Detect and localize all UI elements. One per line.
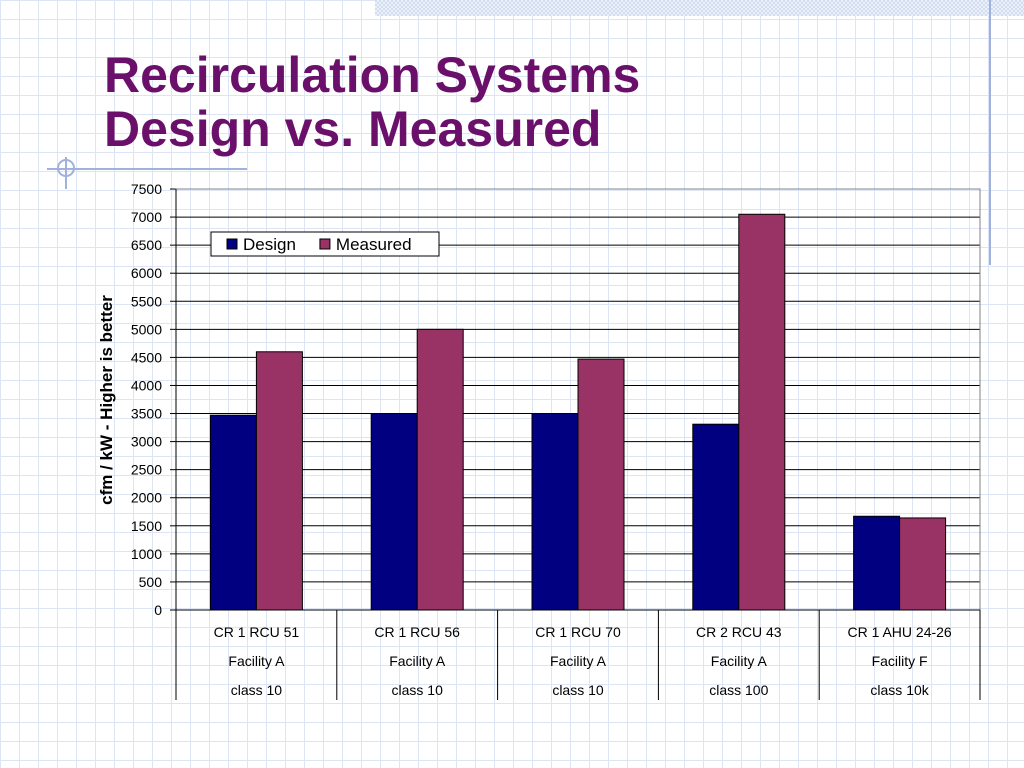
- y-tick-label: 5500: [131, 293, 162, 309]
- category-label: class 10k: [870, 682, 929, 698]
- bar-design: [531, 413, 579, 611]
- category-table: CR 1 RCU 51 Facility A class 10 CR 1 RCU 56…: [175, 610, 981, 700]
- bar-measured: [738, 213, 786, 611]
- y-tick-label: 2500: [131, 462, 162, 478]
- category-label: class 10: [552, 682, 604, 698]
- slide-title: Recirculation Systems Design vs. Measure…: [104, 48, 640, 156]
- bar-measured: [416, 328, 464, 611]
- y-tick-label: 4500: [131, 349, 162, 365]
- bars: [209, 213, 947, 611]
- category-label: class 10: [231, 682, 283, 698]
- category-label: class 100: [709, 682, 768, 698]
- y-tick-label: 6000: [131, 265, 162, 281]
- category-label: CR 1 AHU 24-26: [847, 624, 951, 640]
- category-label: class 10: [392, 682, 444, 698]
- bar-design: [209, 414, 257, 611]
- legend-label: Measured: [336, 235, 412, 254]
- legend-label: Design: [243, 235, 296, 254]
- y-tick-label: 1000: [131, 546, 162, 562]
- bar-design: [692, 423, 740, 611]
- category-label: CR 1 RCU 56: [374, 624, 460, 640]
- slide-title-line-2: Design vs. Measured: [104, 101, 602, 157]
- y-tick-labels: 0 500 1000 1500 2000 2500 3000 3500 4000 4500 5000…: [131, 181, 162, 618]
- bar-design: [853, 515, 901, 611]
- y-tick-label: 6500: [131, 237, 162, 253]
- y-tick-label: 1500: [131, 518, 162, 534]
- legend-swatch: [319, 238, 331, 250]
- category-label: CR 2 RCU 43: [696, 624, 782, 640]
- category-label: Facility F: [872, 653, 928, 669]
- legend-swatch: [226, 238, 238, 250]
- category-label: Facility A: [228, 653, 285, 669]
- y-tick-label: 5000: [131, 321, 162, 337]
- bar-measured: [577, 358, 625, 611]
- legend: Design Measured: [210, 231, 440, 257]
- category-label: CR 1 RCU 51: [214, 624, 300, 640]
- y-tick-label: 7000: [131, 209, 162, 225]
- category-label: Facility A: [550, 653, 607, 669]
- title-underline: [47, 168, 247, 170]
- y-tick-label: 500: [139, 574, 163, 590]
- category-label: CR 1 RCU 70: [535, 624, 621, 640]
- y-tick-label: 3500: [131, 406, 162, 422]
- slide-title-line-1: Recirculation Systems: [104, 47, 641, 103]
- top-decorative-strip: [375, 0, 1024, 16]
- bar-measured: [899, 517, 947, 611]
- category-label: Facility A: [389, 653, 446, 669]
- bar-design: [370, 413, 418, 611]
- bullet-stem-line: [65, 157, 67, 189]
- y-tick-label: 4000: [131, 377, 162, 393]
- y-tick-label: 7500: [131, 181, 162, 197]
- y-tick-label: 3000: [131, 434, 162, 450]
- category-label: Facility A: [711, 653, 768, 669]
- bar-measured: [255, 351, 303, 611]
- y-tick-label: 0: [154, 602, 162, 618]
- y-tick-label: 2000: [131, 490, 162, 506]
- axes: [170, 188, 981, 611]
- right-decorative-line: [989, 0, 991, 265]
- y-axis-label: cfm / kW - Higher is better: [97, 295, 116, 505]
